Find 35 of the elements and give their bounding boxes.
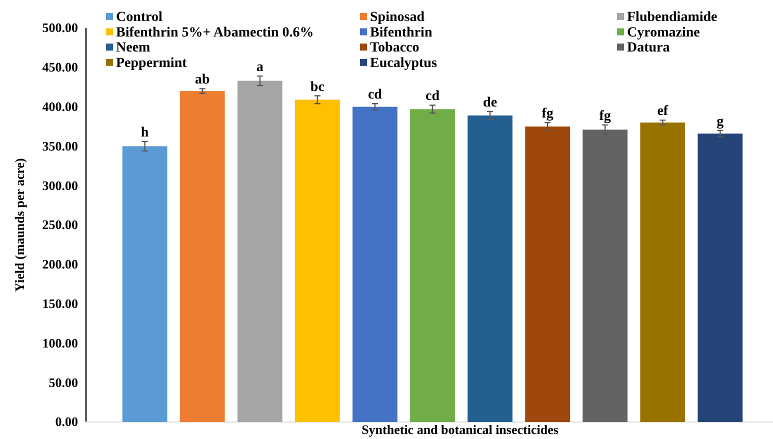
legend-label: Bifenthrin 5%+ Abamectin 0.6% <box>116 25 314 40</box>
data-label: cd <box>426 89 440 104</box>
y-tick-label: 50.00 <box>48 374 78 390</box>
y-tick-label: 250.00 <box>42 217 78 232</box>
y-tick-label: 300.00 <box>42 178 78 193</box>
data-label: de <box>483 96 498 111</box>
legend-label: Bifenthrin <box>370 25 432 40</box>
data-label: a <box>256 60 264 76</box>
y-tick-label: 350.00 <box>42 138 78 154</box>
data-label: g <box>716 114 724 130</box>
y-tick-label: 100.00 <box>42 335 78 350</box>
legend-label: Neem <box>116 40 151 56</box>
data-label: cd <box>368 88 382 103</box>
y-tick-label: 0.00 <box>55 414 78 430</box>
y-tick-label: 200.00 <box>42 256 78 272</box>
y-axis-title: Yield (maunds per acre) <box>12 158 27 292</box>
y-tick-label: 150.00 <box>42 296 78 311</box>
legend-label: Cyromazine <box>627 25 700 40</box>
legend-label: Tobacco <box>370 40 420 56</box>
legend-label: Spinosad <box>370 10 425 25</box>
data-label: ef <box>657 104 668 120</box>
data-label: fg <box>599 108 611 124</box>
legend-label: Peppermint <box>116 56 188 71</box>
legend-label: Eucalyptus <box>370 56 438 71</box>
legend-label: Flubendiamide <box>627 10 718 25</box>
legend-label: Datura <box>627 40 670 56</box>
y-tick-label: 500.00 <box>42 20 78 36</box>
x-axis-title: Synthetic and botanical insecticides <box>362 422 558 437</box>
data-label: fg <box>542 106 554 122</box>
data-label: bc <box>310 80 324 95</box>
y-tick-label: 450.00 <box>42 60 78 75</box>
y-tick-label: 400.00 <box>42 98 78 114</box>
data-label: h <box>140 125 149 140</box>
legend-label: Control <box>116 10 163 25</box>
data-label: ab <box>194 72 210 88</box>
